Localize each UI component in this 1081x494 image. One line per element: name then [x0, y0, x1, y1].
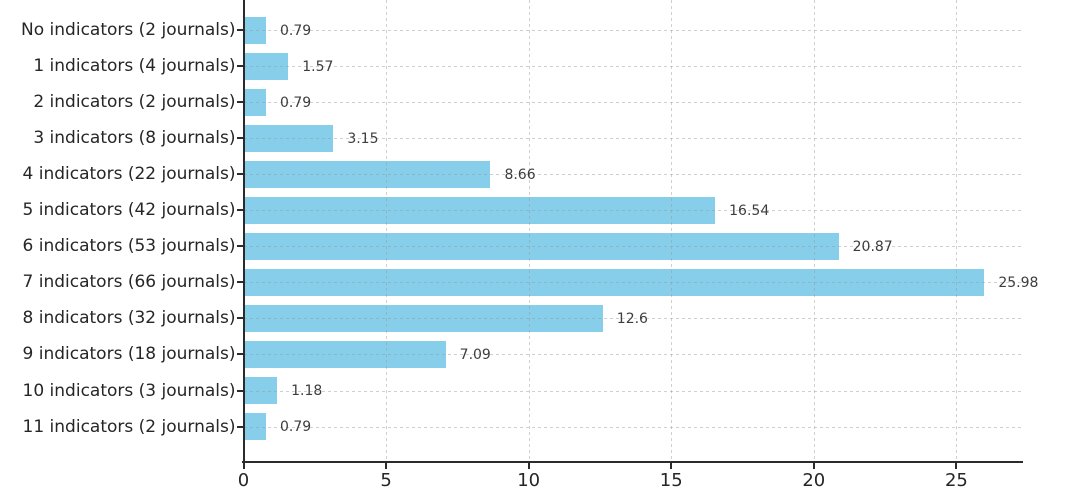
y-axis-tick: [236, 173, 243, 176]
x-axis-tick: [812, 462, 815, 469]
bar: [243, 413, 267, 441]
bar-value-label: 0.79: [280, 22, 312, 39]
bar-value-label: 20.87: [852, 238, 893, 255]
y-axis-label: 11 indicators (2 journals): [22, 416, 236, 437]
y-gridline: [243, 138, 1021, 140]
y-gridline: [243, 30, 1021, 31]
x-axis-tick-label: 10: [517, 469, 541, 491]
y-axis-label: 5 indicators (42 journals): [22, 200, 236, 221]
y-axis-label: No indicators (2 journals): [21, 20, 236, 40]
y-axis-tick: [236, 281, 243, 284]
bar: [243, 16, 267, 44]
x-axis-tick: [527, 462, 530, 469]
x-gridline: [386, 0, 388, 461]
y-axis-tick: [236, 425, 243, 428]
x-gridline: [528, 0, 530, 461]
bar: [243, 304, 603, 332]
bar: [243, 160, 491, 188]
bar: [243, 232, 839, 260]
y-axis-tick: [236, 137, 243, 140]
y-gridline: [243, 102, 1021, 104]
bar-value-label: 0.79: [280, 94, 312, 111]
bar: [243, 88, 267, 116]
bar-value-label: 3.15: [347, 130, 379, 147]
bar-value-label: 8.66: [504, 166, 536, 183]
y-axis-label: 10 indicators (3 journals): [22, 380, 236, 401]
y-axis-label: 9 indicators (18 journals): [22, 344, 236, 365]
x-axis-tick: [385, 462, 388, 469]
y-axis-tick: [236, 317, 243, 320]
y-axis-tick: [236, 389, 243, 392]
bar: [243, 377, 278, 404]
y-axis-tick: [236, 353, 243, 356]
bar-value-label: 1.57: [302, 58, 334, 75]
bar: [243, 196, 716, 224]
x-gridline: [813, 0, 815, 461]
y-axis-spine: [242, 0, 245, 462]
y-axis-tick: [236, 65, 243, 68]
bar-value-label: 0.79: [280, 419, 312, 436]
y-gridline: [243, 354, 1021, 356]
x-axis-tick-label: 15: [659, 469, 683, 491]
x-axis-tick-label: 0: [237, 469, 250, 491]
x-axis-tick-label: 20: [802, 469, 826, 491]
y-axis-tick: [236, 245, 243, 248]
y-gridline: [243, 426, 1021, 428]
x-axis-tick: [670, 462, 673, 469]
bar-value-label: 7.09: [459, 346, 491, 363]
x-axis-tick: [955, 462, 958, 469]
y-gridline: [243, 390, 1021, 392]
y-gridline: [243, 174, 1021, 176]
y-axis-label: 4 indicators (22 journals): [22, 164, 236, 185]
x-axis-tick-label: 25: [944, 469, 968, 491]
bar: [243, 340, 446, 368]
y-gridline: [243, 246, 1021, 248]
y-axis-label: 2 indicators (2 journals): [33, 92, 236, 113]
bar-value-label: 1.18: [291, 383, 323, 399]
bar-value-label: 12.6: [616, 310, 648, 327]
bar: [243, 268, 985, 296]
bar-value-label: 25.98: [998, 274, 1039, 291]
x-gridline: [956, 0, 958, 461]
bar-value-label: 16.54: [729, 202, 770, 219]
y-axis-label: 1 indicators (4 journals): [33, 56, 236, 77]
y-gridline: [243, 66, 1021, 68]
bar: [243, 52, 289, 80]
x-axis-tick: [242, 462, 245, 469]
y-axis-label: 3 indicators (8 journals): [33, 128, 236, 149]
y-axis-tick: [236, 29, 243, 31]
y-axis-label: 7 indicators (66 journals): [22, 272, 236, 293]
y-axis-label: 6 indicators (53 journals): [22, 236, 236, 257]
y-gridline: [243, 210, 1021, 212]
y-gridline: [243, 318, 1021, 320]
x-axis-spine: [241, 460, 1023, 463]
bar: [243, 124, 334, 152]
y-axis-tick: [236, 209, 243, 212]
y-gridline: [243, 282, 1021, 284]
x-axis-tick-label: 5: [380, 469, 392, 491]
x-gridline: [671, 0, 673, 461]
y-axis-tick: [236, 101, 243, 104]
y-axis-label: 8 indicators (32 journals): [22, 308, 236, 329]
